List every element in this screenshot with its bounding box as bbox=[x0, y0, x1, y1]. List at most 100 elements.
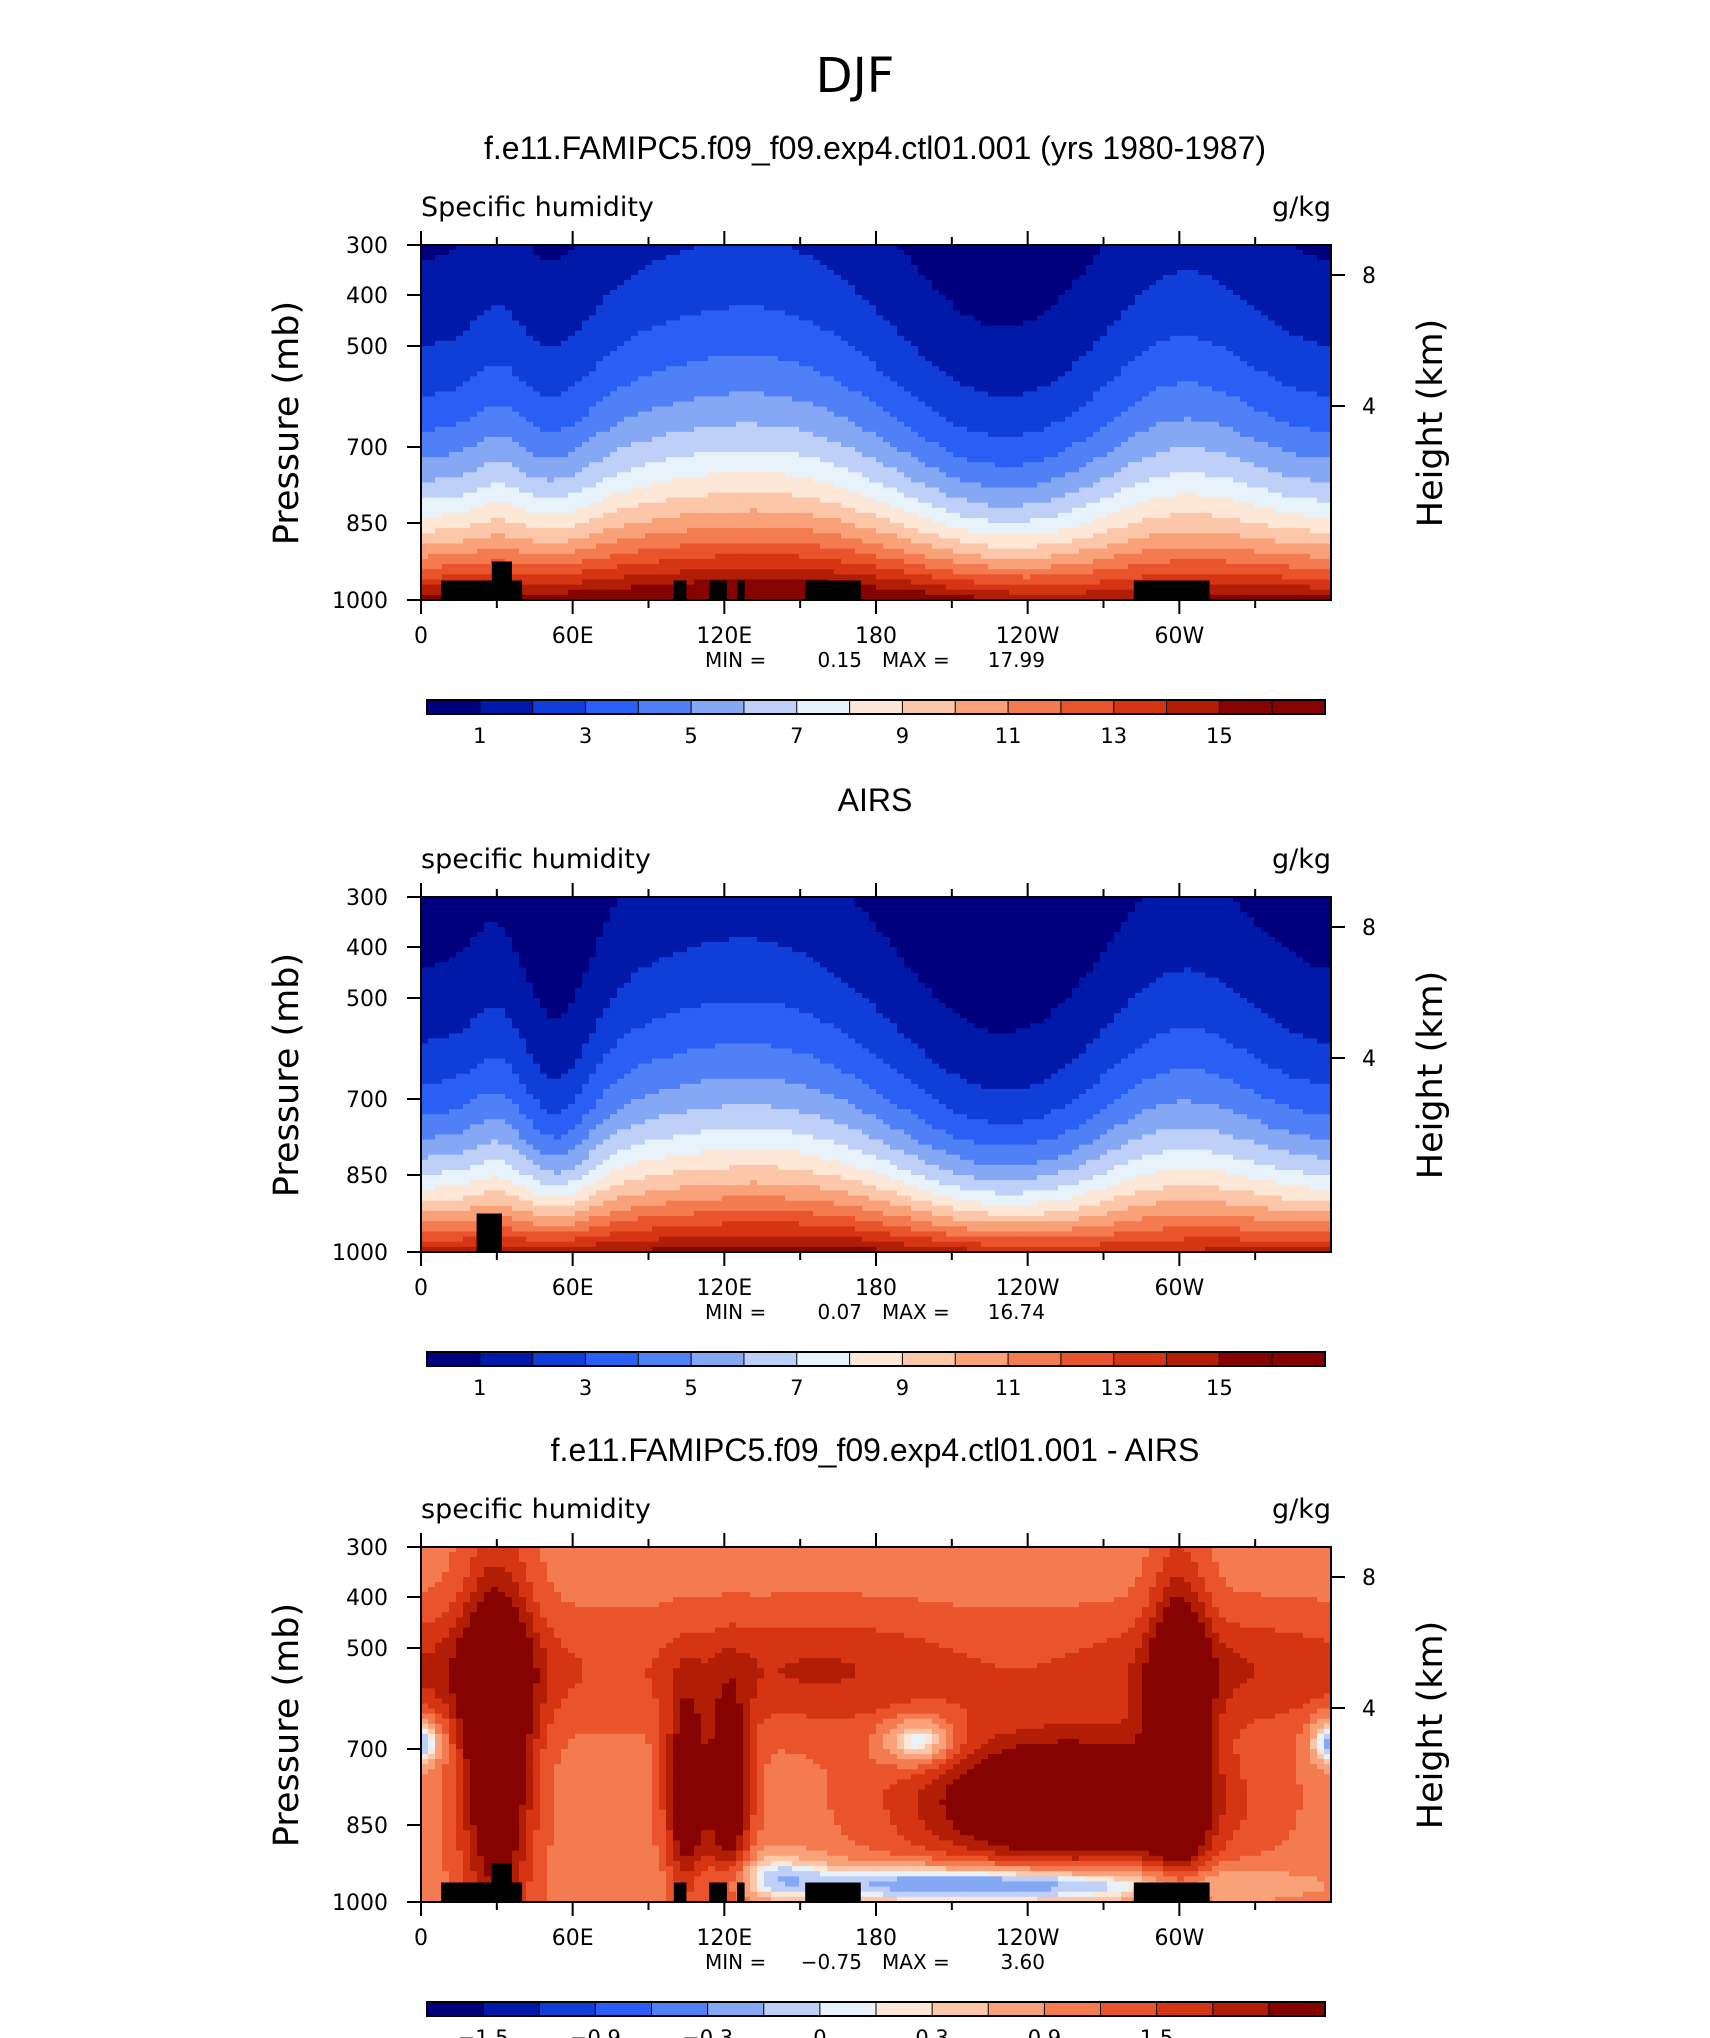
min-label: MIN = bbox=[705, 1950, 766, 1974]
colorbar-label: 15 bbox=[1206, 1376, 1233, 1400]
topography-mask bbox=[737, 580, 745, 600]
colorbar-swatch bbox=[1218, 699, 1274, 715]
colorbar-swatch bbox=[1113, 1351, 1168, 1367]
min-value: 0.07 bbox=[817, 1300, 862, 1324]
x-tick-label: 180 bbox=[855, 624, 897, 649]
units-label: g/kg bbox=[1272, 192, 1331, 223]
min-label: MIN = bbox=[705, 648, 766, 672]
colorbar-swatch bbox=[743, 1351, 798, 1367]
colorbar-swatch bbox=[901, 1351, 957, 1367]
colorbar-swatch bbox=[538, 2001, 597, 2017]
colorbar-swatch bbox=[479, 699, 534, 715]
colorbar-swatch bbox=[796, 699, 851, 715]
chart-panel-3: f.e11.FAMIPC5.f09_f09.exp4.ctl01.001 - A… bbox=[267, 1432, 1451, 2038]
x-tick-label: 120E bbox=[696, 1276, 752, 1301]
colorbar-label: 3 bbox=[579, 1376, 592, 1400]
colorbar-label: 7 bbox=[790, 1376, 803, 1400]
max-label: MAX = bbox=[882, 648, 950, 672]
y-tick-label: 300 bbox=[346, 234, 388, 259]
colorbar-label: 0.3 bbox=[915, 2026, 948, 2038]
topography-mask bbox=[476, 1213, 502, 1252]
colorbar-swatch bbox=[690, 1351, 745, 1367]
y-tick-label: 1000 bbox=[332, 1891, 388, 1916]
units-label: g/kg bbox=[1272, 844, 1331, 875]
colorbar-swatch bbox=[987, 2001, 1046, 2017]
y2-tick-label: 8 bbox=[1362, 1566, 1376, 1591]
x-tick-label: 0 bbox=[414, 624, 428, 649]
colorbar-label: 9 bbox=[896, 1376, 909, 1400]
colorbar-swatch bbox=[849, 699, 904, 715]
y-axis-label: Pressure (mb) bbox=[267, 953, 307, 1197]
colorbar-label: 5 bbox=[684, 724, 697, 748]
y2-axis-label: Height (km) bbox=[1411, 971, 1451, 1180]
colorbar-swatch bbox=[532, 1351, 587, 1367]
y2-tick-label: 4 bbox=[1362, 395, 1376, 420]
topography-mask bbox=[805, 1882, 861, 1902]
y-tick-label: 500 bbox=[346, 987, 388, 1012]
colorbar-label: 0.9 bbox=[1028, 2026, 1061, 2038]
colorbar-swatch bbox=[1156, 2001, 1214, 2017]
colorbar-label: −0.3 bbox=[682, 2026, 733, 2038]
y2-tick-label: 8 bbox=[1362, 916, 1376, 941]
colorbar-swatch bbox=[479, 1351, 534, 1367]
variable-label: specific humidity bbox=[421, 844, 651, 875]
colorbar-frame bbox=[426, 699, 1326, 715]
colorbar-label: 11 bbox=[995, 1376, 1022, 1400]
colorbar-label: 9 bbox=[896, 724, 909, 748]
y-tick-label: 500 bbox=[346, 1637, 388, 1662]
y-tick-label: 700 bbox=[346, 1088, 388, 1113]
colorbar-swatch bbox=[819, 2001, 877, 2017]
panel-title: f.e11.FAMIPC5.f09_f09.exp4.ctl01.001 - A… bbox=[551, 1432, 1200, 1468]
colorbar-swatch bbox=[1060, 699, 1115, 715]
topography-mask bbox=[709, 1882, 727, 1902]
topography-mask bbox=[491, 561, 512, 600]
colorbar-swatch bbox=[931, 2001, 990, 2017]
colorbar-swatch bbox=[1007, 699, 1062, 715]
y-tick-label: 300 bbox=[346, 1536, 388, 1561]
topography-mask bbox=[737, 1882, 745, 1902]
colorbar-swatch bbox=[1218, 1351, 1274, 1367]
max-label: MAX = bbox=[882, 1950, 950, 1974]
topography-mask bbox=[491, 1863, 512, 1902]
colorbar-swatch bbox=[743, 699, 798, 715]
colorbar-label: 0 bbox=[813, 2026, 826, 2038]
colorbar-swatch bbox=[1060, 1351, 1115, 1367]
colorbar-label: 13 bbox=[1100, 724, 1127, 748]
variable-label: Specific humidity bbox=[421, 192, 654, 223]
x-tick-label: 60E bbox=[552, 1276, 594, 1301]
colorbar-label: 1 bbox=[473, 724, 486, 748]
colorbar-swatch bbox=[690, 699, 745, 715]
max-value: 16.74 bbox=[988, 1300, 1045, 1324]
x-tick-label: 60W bbox=[1154, 1276, 1204, 1301]
x-tick-label: 60E bbox=[552, 1926, 594, 1951]
y-axis-label: Pressure (mb) bbox=[267, 1603, 307, 1847]
y-tick-label: 850 bbox=[346, 1814, 388, 1839]
colorbar-swatch bbox=[532, 699, 587, 715]
variable-label: specific humidity bbox=[421, 1494, 651, 1525]
chart-panel-2: AIRS specific humidity g/kg 0 60E 120E 180 120W… bbox=[267, 782, 1451, 1400]
contour-field bbox=[421, 897, 1331, 1252]
colorbar-swatch bbox=[426, 699, 481, 715]
x-tick-label: 120W bbox=[996, 1276, 1060, 1301]
min-value: −0.75 bbox=[801, 1950, 862, 1974]
colorbar-label: 15 bbox=[1206, 724, 1233, 748]
max-value: 17.99 bbox=[988, 648, 1045, 672]
colorbar-label: 13 bbox=[1100, 1376, 1127, 1400]
colorbar-label: −0.9 bbox=[570, 2026, 621, 2038]
colorbar-swatch bbox=[954, 699, 1009, 715]
x-tick-label: 0 bbox=[414, 1276, 428, 1301]
y-tick-label: 700 bbox=[346, 1738, 388, 1763]
colorbar-swatch bbox=[1166, 1351, 1221, 1367]
y-tick-label: 850 bbox=[346, 512, 388, 537]
colorbar-label: 5 bbox=[684, 1376, 697, 1400]
topography-mask bbox=[805, 580, 861, 600]
colorbar-swatch bbox=[584, 699, 640, 715]
max-value: 3.60 bbox=[1000, 1950, 1045, 1974]
y-tick-label: 700 bbox=[346, 436, 388, 461]
colorbar-swatch bbox=[1100, 2001, 1158, 2017]
panel-title: f.e11.FAMIPC5.f09_f09.exp4.ctl01.001 (yr… bbox=[484, 130, 1266, 166]
y-tick-label: 300 bbox=[346, 886, 388, 911]
x-tick-label: 180 bbox=[855, 1276, 897, 1301]
colorbar-swatch bbox=[1113, 699, 1168, 715]
